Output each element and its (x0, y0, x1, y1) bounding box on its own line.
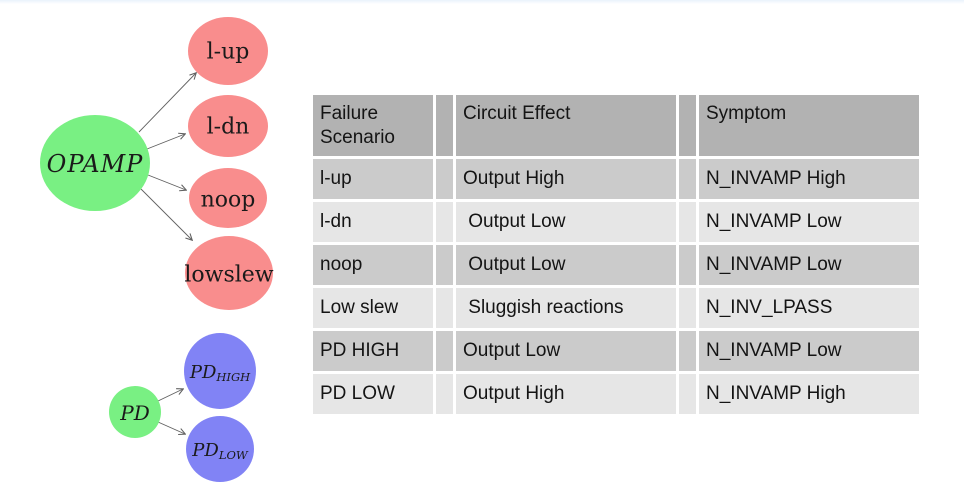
edge-pd-pdlow (157, 421, 185, 434)
spacer-cell (436, 288, 453, 328)
edge-opamp-lowslew (140, 188, 192, 240)
header-failure-scenario: Failure Scenario (313, 95, 433, 156)
cell-failure-scenario: noop (313, 245, 433, 285)
node-lowslew (185, 236, 273, 310)
table-row: PD HIGH Output Low N_INVAMP Low (313, 331, 919, 371)
node-l-up-label: l-up (207, 40, 250, 65)
node-l-up (188, 17, 268, 85)
header-symptom: Symptom (699, 95, 919, 156)
spacer-cell (436, 331, 453, 371)
edge-opamp-ldn (146, 134, 185, 150)
cell-circuit-effect: Output Low (456, 331, 676, 371)
edge-opamp-lup (138, 73, 196, 133)
pd-high-base: PD (189, 362, 217, 383)
cell-symptom: N_INVAMP Low (699, 331, 919, 371)
spacer-cell (436, 245, 453, 285)
node-opamp-label: OPAMP (47, 150, 144, 178)
node-pd-high-label: PDHIGH (189, 362, 251, 385)
table-row: l-dn Output Low N_INVAMP Low (313, 202, 919, 242)
cell-failure-scenario: l-up (313, 159, 433, 199)
cell-failure-scenario: l-dn (313, 202, 433, 242)
header-row: Failure Scenario Circuit Effect Symptom (313, 95, 919, 156)
cell-symptom: N_INVAMP High (699, 374, 919, 414)
cell-failure-scenario: PD LOW (313, 374, 433, 414)
node-opamp (40, 115, 150, 211)
spacer-cell (679, 245, 696, 285)
header-spacer-2 (679, 95, 696, 156)
node-lowslew-label: lowslew (184, 263, 273, 288)
cell-symptom: N_INVAMP Low (699, 202, 919, 242)
node-pd-high (184, 333, 256, 409)
table-row: Low slew Sluggish reactions N_INV_LPASS (313, 288, 919, 328)
spacer-cell (436, 202, 453, 242)
header-circuit-effect: Circuit Effect (456, 95, 676, 156)
node-pd (109, 386, 161, 438)
node-pd-low-label: PDLOW (191, 440, 249, 463)
edge-pd-pdhigh (157, 389, 183, 402)
cell-circuit-effect: Output High (456, 159, 676, 199)
node-pd-low (186, 416, 254, 482)
header-spacer-1 (436, 95, 453, 156)
cell-failure-scenario: PD HIGH (313, 331, 433, 371)
spacer-cell (436, 374, 453, 414)
node-l-dn (188, 95, 268, 157)
node-l-dn-label: l-dn (207, 115, 250, 140)
cell-failure-scenario: Low slew (313, 288, 433, 328)
cell-circuit-effect: Output High (456, 374, 676, 414)
spacer-cell (679, 202, 696, 242)
fault-tree-diagram: OPAMP l-up l-dn noop lowslew PD PDHIGH P… (40, 17, 274, 482)
spacer-cell (436, 159, 453, 199)
node-pd-label: PD (119, 401, 150, 425)
table-row: noop Output Low N_INVAMP Low (313, 245, 919, 285)
pd-low-subscript: LOW (218, 448, 249, 462)
spacer-cell (679, 159, 696, 199)
spacer-cell (679, 374, 696, 414)
node-noop (189, 168, 267, 228)
failure-table: Failure Scenario Circuit Effect Symptom … (310, 92, 922, 417)
spacer-cell (679, 331, 696, 371)
cell-symptom: N_INVAMP Low (699, 245, 919, 285)
cell-circuit-effect: Output Low (456, 245, 676, 285)
pd-high-subscript: HIGH (215, 370, 251, 384)
cell-symptom: N_INV_LPASS (699, 288, 919, 328)
pd-low-base: PD (191, 440, 219, 461)
cell-circuit-effect: Sluggish reactions (456, 288, 676, 328)
node-noop-label: noop (201, 188, 256, 213)
edge-opamp-noop (147, 174, 186, 190)
table-row: PD LOW Output High N_INVAMP High (313, 374, 919, 414)
cell-symptom: N_INVAMP High (699, 159, 919, 199)
cell-circuit-effect: Output Low (456, 202, 676, 242)
table-row: l-up Output High N_INVAMP High (313, 159, 919, 199)
top-edge-highlight (0, 0, 964, 4)
spacer-cell (679, 288, 696, 328)
